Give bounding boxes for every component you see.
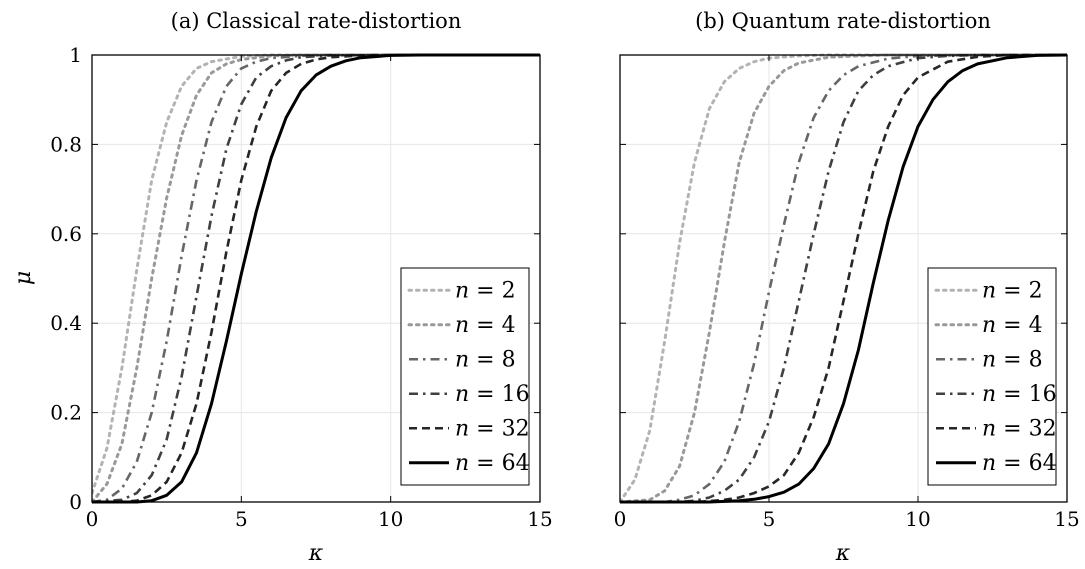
x-tick-label: 15 [527, 507, 552, 531]
y-tick-label: 0.2 [50, 401, 82, 425]
legend: n = 2 n = 4 n = 8 n = 16 n = 32 n = 64 [927, 267, 1057, 486]
y-tick-label: 0.8 [50, 132, 82, 156]
legend: n = 2 n = 4 n = 8 n = 16 n = 32 n = 64 [400, 267, 530, 486]
plot-frame [619, 54, 1068, 503]
legend-box [927, 267, 1057, 486]
legend-label: n = 4 [982, 313, 1043, 338]
y-tick-label: 0.6 [50, 222, 82, 246]
legend-label: n = 16 [982, 382, 1057, 407]
x-axis-label: κ [835, 541, 851, 566]
y-axis-label: μ [11, 271, 36, 285]
chart-title: (b) Quantum rate-distortion [695, 9, 991, 33]
x-tick-label: 5 [763, 507, 776, 531]
x-tick-label: 0 [614, 507, 627, 531]
series-line-n-32 [620, 53, 1067, 504]
x-tick-label: 0 [86, 507, 99, 531]
legend-label: n = 8 [455, 347, 516, 372]
series-line-n-16 [620, 53, 1067, 504]
y-tick-label: 1 [69, 43, 82, 67]
legend-label: n = 2 [982, 278, 1043, 303]
plot-panel-quantum: 0 5 10 15 n = 2 n = 4 n = 8 n = 16 n = 32 n = 64 [614, 53, 1080, 531]
x-tick-label: 10 [378, 507, 403, 531]
series-line-n-16 [92, 53, 540, 504]
x-tick-label: 15 [1054, 507, 1079, 531]
x-tick-label: 5 [235, 507, 248, 531]
legend-label: n = 32 [982, 416, 1057, 441]
x-tick-label: 10 [905, 507, 930, 531]
legend-label: n = 64 [455, 451, 530, 476]
series-line-n-32 [92, 53, 540, 504]
legend-label: n = 8 [982, 347, 1043, 372]
legend-label: n = 4 [455, 313, 516, 338]
legend-box [400, 267, 530, 486]
series-line-n-64 [92, 53, 540, 504]
plot-frame [91, 54, 541, 503]
legend-label: n = 16 [455, 382, 530, 407]
legend-label: n = 32 [455, 416, 530, 441]
chart-title: (a) Classical rate-distortion [171, 9, 462, 33]
series-line-n-2 [92, 53, 540, 495]
y-tick-label: 0.4 [50, 311, 82, 335]
series-line-n-64 [620, 53, 1067, 504]
legend-label: n = 2 [455, 278, 516, 303]
legend-label: n = 64 [982, 451, 1057, 476]
y-tick-label: 0 [69, 490, 82, 514]
plot-panel-classical: 0 5 10 15 0 0.2 0.4 0.6 0.8 1 n = 2 n = 4 n = 8 n = 1… [50, 43, 553, 531]
x-axis-label: κ [308, 541, 324, 566]
